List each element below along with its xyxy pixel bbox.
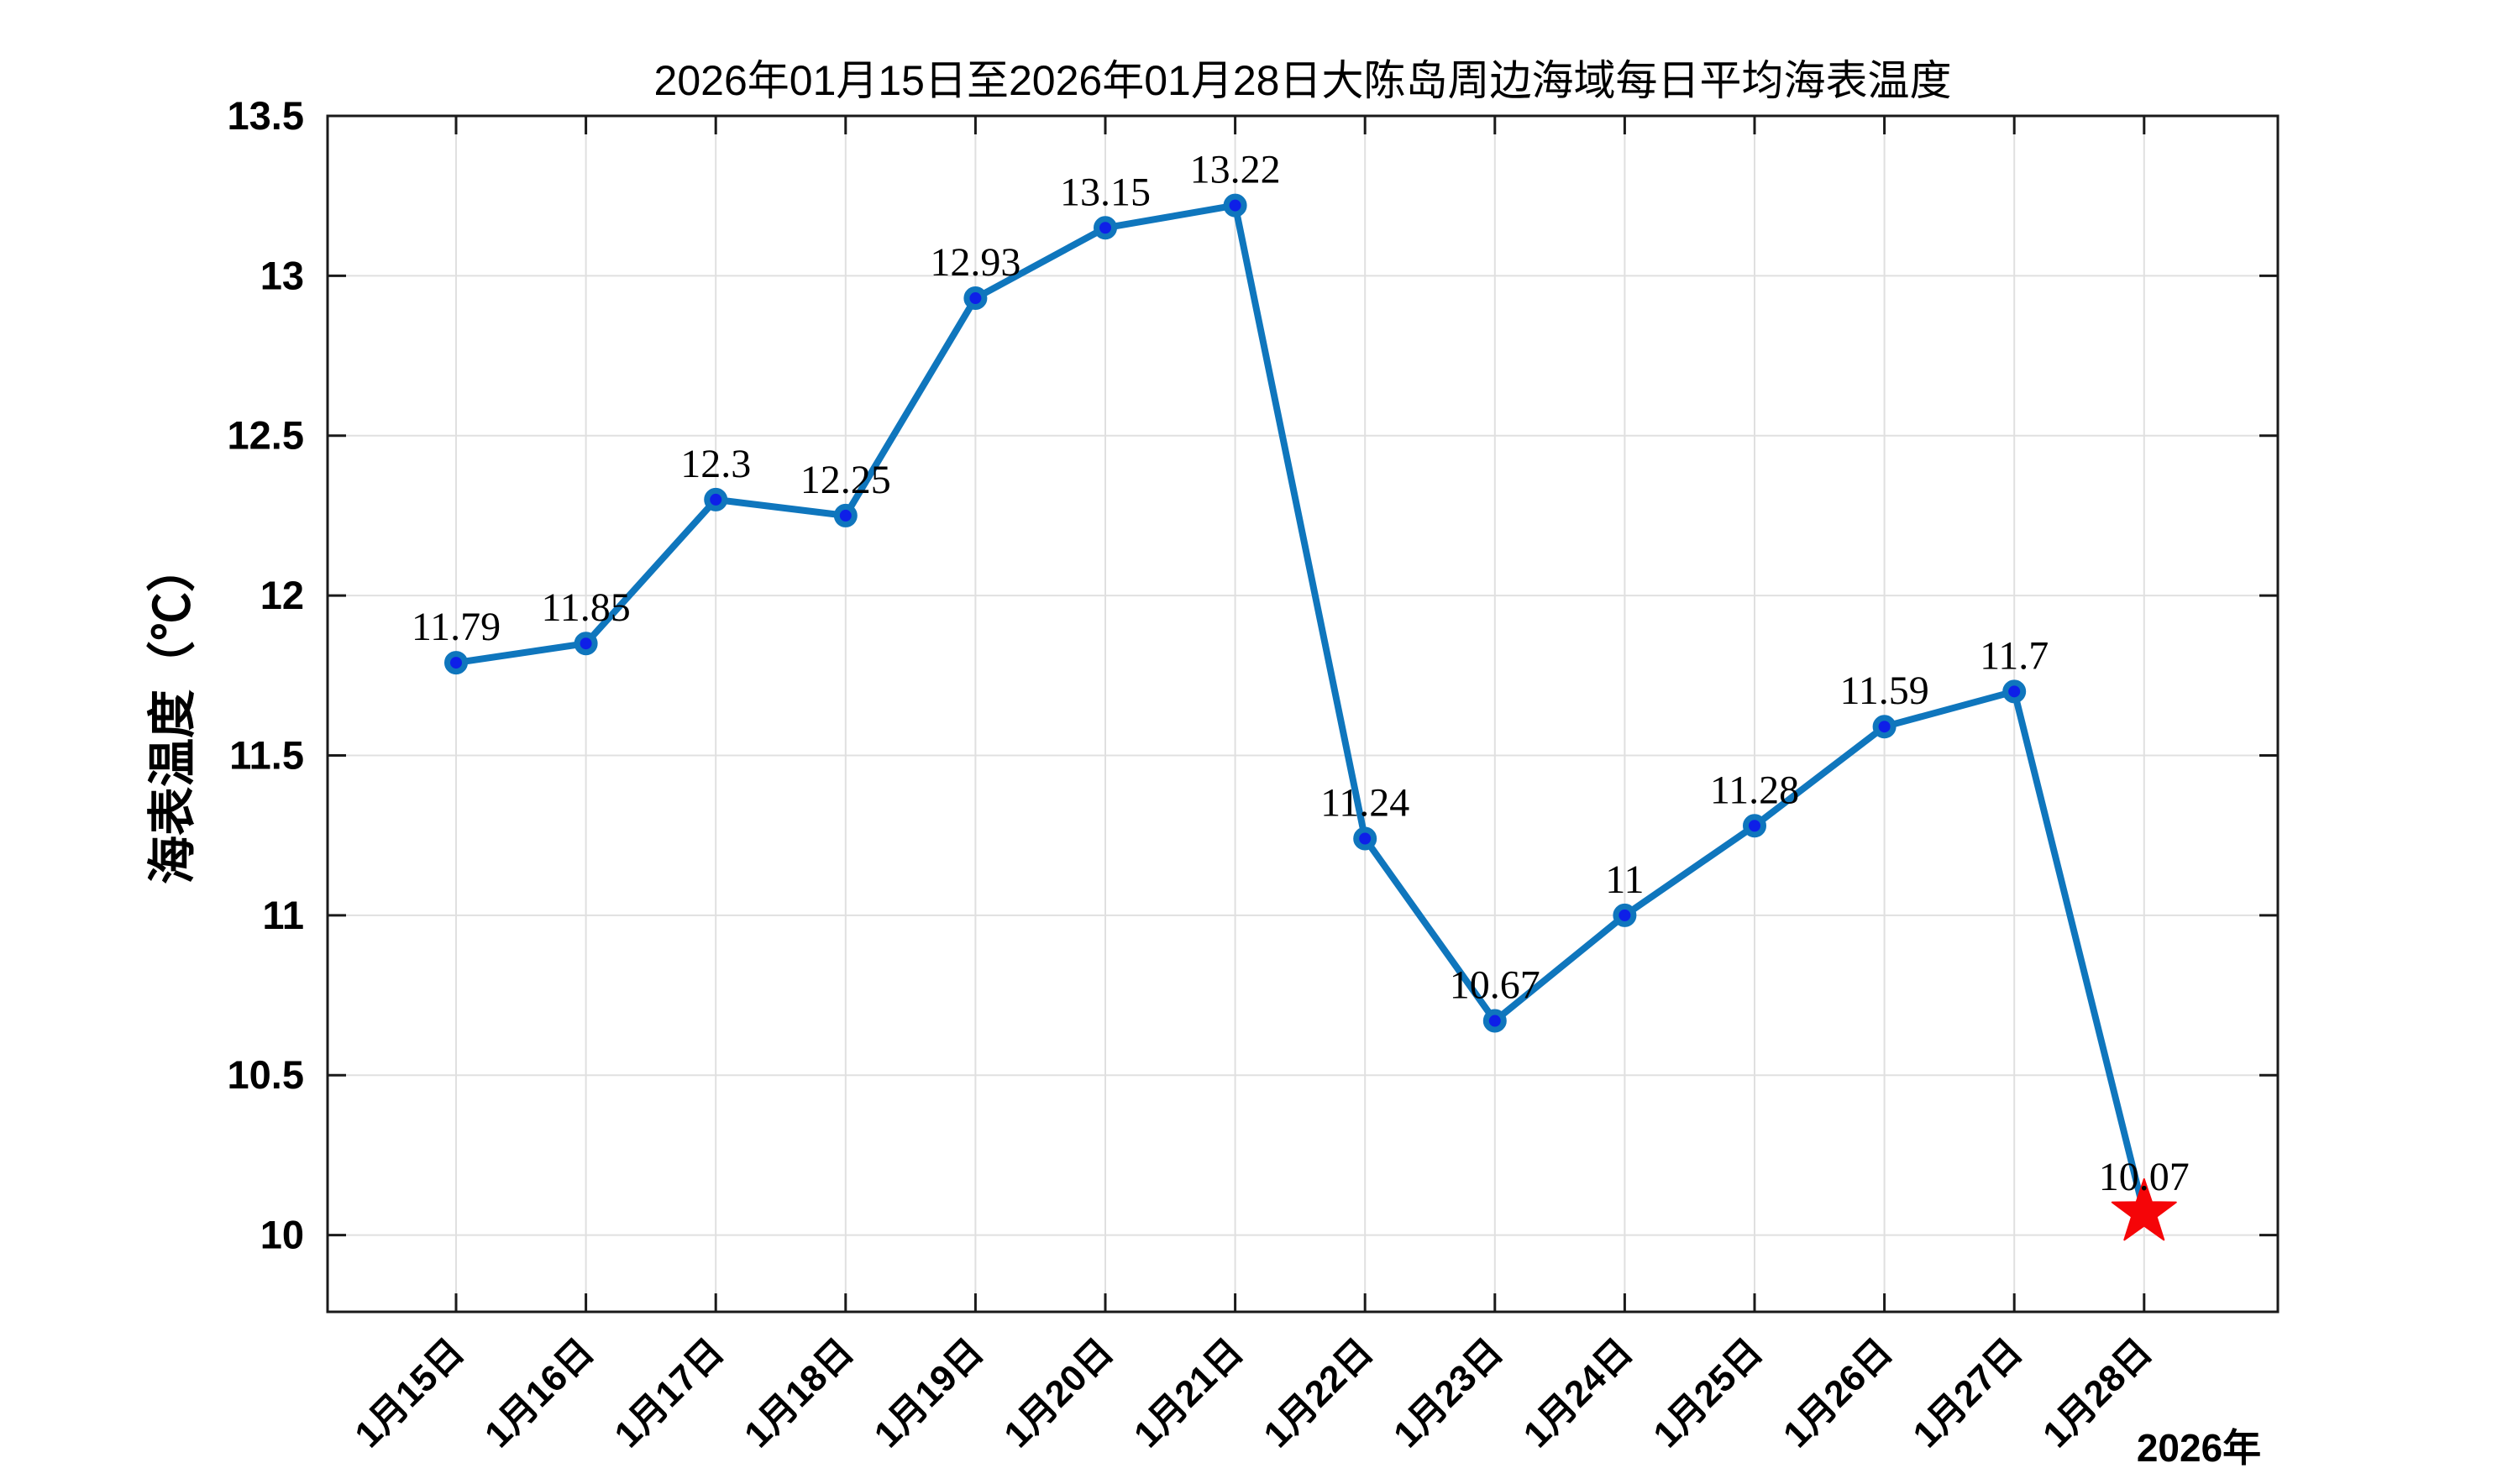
data-point-label: 11.85 — [541, 585, 630, 630]
data-point-marker — [1872, 715, 1897, 739]
data-point-marker — [2002, 679, 2027, 704]
data-point-label: 10.07 — [2099, 1155, 2190, 1199]
axes-border — [326, 114, 2280, 1314]
y-tick-label: 13.5 — [228, 93, 304, 138]
series-layer — [444, 193, 2177, 1241]
data-point-marker — [444, 651, 468, 675]
data-point-label: 12.25 — [800, 458, 891, 502]
data-point-label: 12.93 — [930, 240, 1020, 285]
x-tick-label: 1月18日 — [737, 1330, 862, 1455]
x-tick-label: 1月25日 — [1645, 1330, 1771, 1455]
data-label-layer: 11.79 11.85 12.3 12.25 12.93 13.15 13.22 11.24 1… — [412, 148, 2190, 1199]
data-point-marker — [963, 286, 988, 311]
x-tick-label: 1月22日 — [1256, 1330, 1381, 1455]
data-point-marker — [704, 487, 728, 511]
y-tick-label: 12.5 — [228, 413, 304, 458]
data-point-marker — [574, 632, 598, 656]
highlight-star-marker — [2111, 1178, 2177, 1241]
grid-layer — [328, 115, 2278, 1312]
y-tick-label: 11 — [262, 893, 304, 937]
data-point-label: 11.7 — [1980, 633, 2049, 678]
y-axis-label: 海表温度（℃） — [145, 543, 200, 884]
data-point-marker — [1353, 826, 1377, 851]
data-point-marker — [1613, 903, 1637, 927]
x-tick-label: 1月21日 — [1126, 1330, 1251, 1455]
data-point-marker — [1094, 216, 1117, 240]
x-tick-label: 1月16日 — [477, 1330, 602, 1455]
x-tick-label: 1月15日 — [347, 1330, 472, 1455]
x-axis-year-label: 2026年 — [2137, 1426, 2261, 1470]
chart-title: 2026年01月15日至2026年01月28日大陈岛周边海域每日平均海表温度 — [654, 57, 1952, 104]
y-tick-label: 10.5 — [228, 1052, 304, 1097]
data-point-marker — [1223, 193, 1247, 218]
x-tick-label: 1月26日 — [1776, 1330, 1901, 1455]
x-tick-label: 1月23日 — [1386, 1330, 1511, 1455]
data-point-label: 13.15 — [1060, 170, 1151, 214]
x-tick-label: 1月27日 — [1905, 1330, 2030, 1455]
y-tick-label: 10 — [260, 1213, 304, 1257]
data-point-marker — [1743, 814, 1766, 838]
data-point-label: 11.24 — [1320, 780, 1409, 825]
x-tick-label: 1月17日 — [606, 1330, 732, 1455]
data-point-label: 11.59 — [1839, 669, 1928, 713]
x-tick-label: 1月24日 — [1516, 1330, 1641, 1455]
data-point-label: 10.67 — [1450, 963, 1540, 1008]
data-point-label: 11.28 — [1710, 768, 1799, 812]
data-point-marker — [833, 503, 858, 527]
x-tick-label: 1月20日 — [996, 1330, 1121, 1455]
data-point-label: 13.22 — [1190, 148, 1281, 192]
data-point-label: 11 — [1605, 857, 1644, 902]
y-tick-label: 12 — [260, 573, 304, 617]
y-tick-label: 13 — [260, 253, 304, 297]
data-point-marker — [1482, 1009, 1507, 1033]
y-tick-label: 11.5 — [229, 732, 304, 777]
temperature-line — [453, 202, 2148, 1216]
data-point-label: 12.3 — [680, 442, 751, 486]
x-tick-label: 1月19日 — [867, 1330, 992, 1455]
data-point-label: 11.79 — [412, 605, 501, 649]
